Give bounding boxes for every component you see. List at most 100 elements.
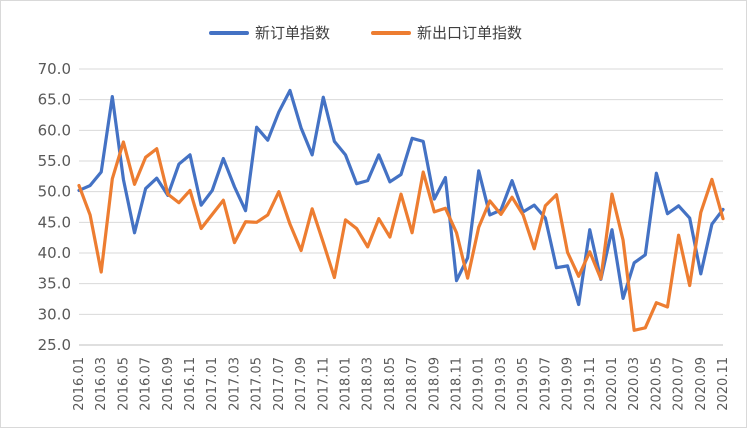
data-point: [288, 89, 291, 92]
x-tick-label: 2019.01: [472, 357, 487, 411]
y-tick-label: 45.0: [38, 213, 71, 231]
data-point: [111, 95, 114, 98]
data-point: [311, 207, 314, 210]
data-point: [655, 172, 658, 175]
data-point: [433, 210, 436, 213]
data-point: [544, 217, 547, 220]
x-tick-label: 2018.05: [383, 357, 398, 411]
series-line: [77, 88, 725, 307]
x-tick-label: 2018.01: [338, 357, 353, 411]
data-point: [177, 163, 180, 166]
data-point: [89, 184, 92, 187]
x-tick-label: 2016.11: [183, 357, 198, 411]
data-point: [277, 190, 280, 193]
x-tick-label: 2016.07: [139, 357, 154, 411]
data-point: [644, 326, 647, 329]
x-tick-label: 2018.11: [450, 357, 465, 411]
data-point: [533, 247, 536, 250]
data-point: [688, 217, 691, 220]
data-point: [166, 193, 169, 196]
x-tick-label: 2018.03: [361, 357, 376, 411]
data-point: [566, 251, 569, 254]
data-point: [488, 213, 491, 216]
data-point: [499, 213, 502, 216]
data-point: [189, 153, 192, 156]
data-point: [111, 177, 114, 180]
data-point: [710, 223, 713, 226]
series-new-orders: [77, 88, 725, 307]
data-point: [666, 305, 669, 308]
data-point: [222, 157, 225, 160]
y-tick-label: 40.0: [38, 244, 71, 262]
data-point: [633, 261, 636, 264]
y-tick-label: 65.0: [38, 91, 71, 109]
data-point: [333, 140, 336, 143]
data-point: [588, 228, 591, 231]
data-point: [388, 180, 391, 183]
data-point: [477, 169, 480, 172]
data-point: [622, 239, 625, 242]
data-point: [189, 189, 192, 192]
data-point: [400, 193, 403, 196]
data-point: [710, 178, 713, 181]
data-point: [122, 140, 125, 143]
data-point: [377, 217, 380, 220]
y-tick-label: 60.0: [38, 121, 71, 139]
data-point: [266, 139, 269, 142]
data-point: [677, 234, 680, 237]
data-point: [366, 179, 369, 182]
x-tick-label: 2019.05: [516, 357, 531, 411]
legend-label-new-orders: 新订单指数: [255, 24, 330, 42]
y-tick-label: 35.0: [38, 275, 71, 293]
data-point: [133, 183, 136, 186]
y-tick-label: 25.0: [38, 336, 71, 354]
data-point: [477, 226, 480, 229]
data-point: [277, 110, 280, 113]
x-tick-label: 2019.07: [538, 357, 553, 411]
x-tick-label: 2020.09: [694, 357, 709, 411]
data-point: [244, 209, 247, 212]
data-point: [344, 218, 347, 221]
data-point: [577, 303, 580, 306]
data-point: [610, 193, 613, 196]
data-point: [444, 207, 447, 210]
data-point: [411, 137, 414, 140]
data-point: [622, 297, 625, 300]
x-tick-label: 2017.01: [205, 357, 220, 411]
x-tick-label: 2019.11: [583, 357, 598, 411]
y-tick-label: 55.0: [38, 152, 71, 170]
data-point: [722, 217, 725, 220]
x-tick-label: 2016.01: [72, 357, 87, 411]
data-point: [466, 256, 469, 259]
data-point: [488, 199, 491, 202]
data-point: [677, 204, 680, 207]
x-tick-label: 2017.03: [227, 357, 242, 411]
data-point: [355, 227, 358, 230]
data-point: [511, 179, 514, 182]
legend: 新订单指数 新出口订单指数: [209, 24, 522, 42]
series-new-export-orders: [77, 140, 725, 332]
data-point: [411, 231, 414, 234]
data-point: [555, 266, 558, 269]
data-point: [533, 204, 536, 207]
data-point: [666, 212, 669, 215]
data-point: [255, 126, 258, 129]
data-point: [200, 204, 203, 207]
legend-item-new-orders: 新订单指数: [209, 24, 330, 42]
legend-item-new-export-orders: 新出口订单指数: [371, 24, 522, 42]
data-point: [133, 231, 136, 234]
data-point: [233, 185, 236, 188]
x-tick-label: 2020.11: [716, 357, 731, 411]
data-point: [644, 253, 647, 256]
data-point: [688, 284, 691, 287]
series-line: [77, 140, 725, 332]
data-point: [377, 153, 380, 156]
data-point: [311, 153, 314, 156]
data-point: [366, 245, 369, 248]
data-point: [100, 171, 103, 174]
data-point: [144, 187, 147, 190]
data-point: [344, 153, 347, 156]
y-axis-tick-labels: 70.0 65.0 60.0 55.0 50.0 45.0 40.0 35.0 30.0 25.0: [38, 60, 71, 354]
data-point: [266, 213, 269, 216]
